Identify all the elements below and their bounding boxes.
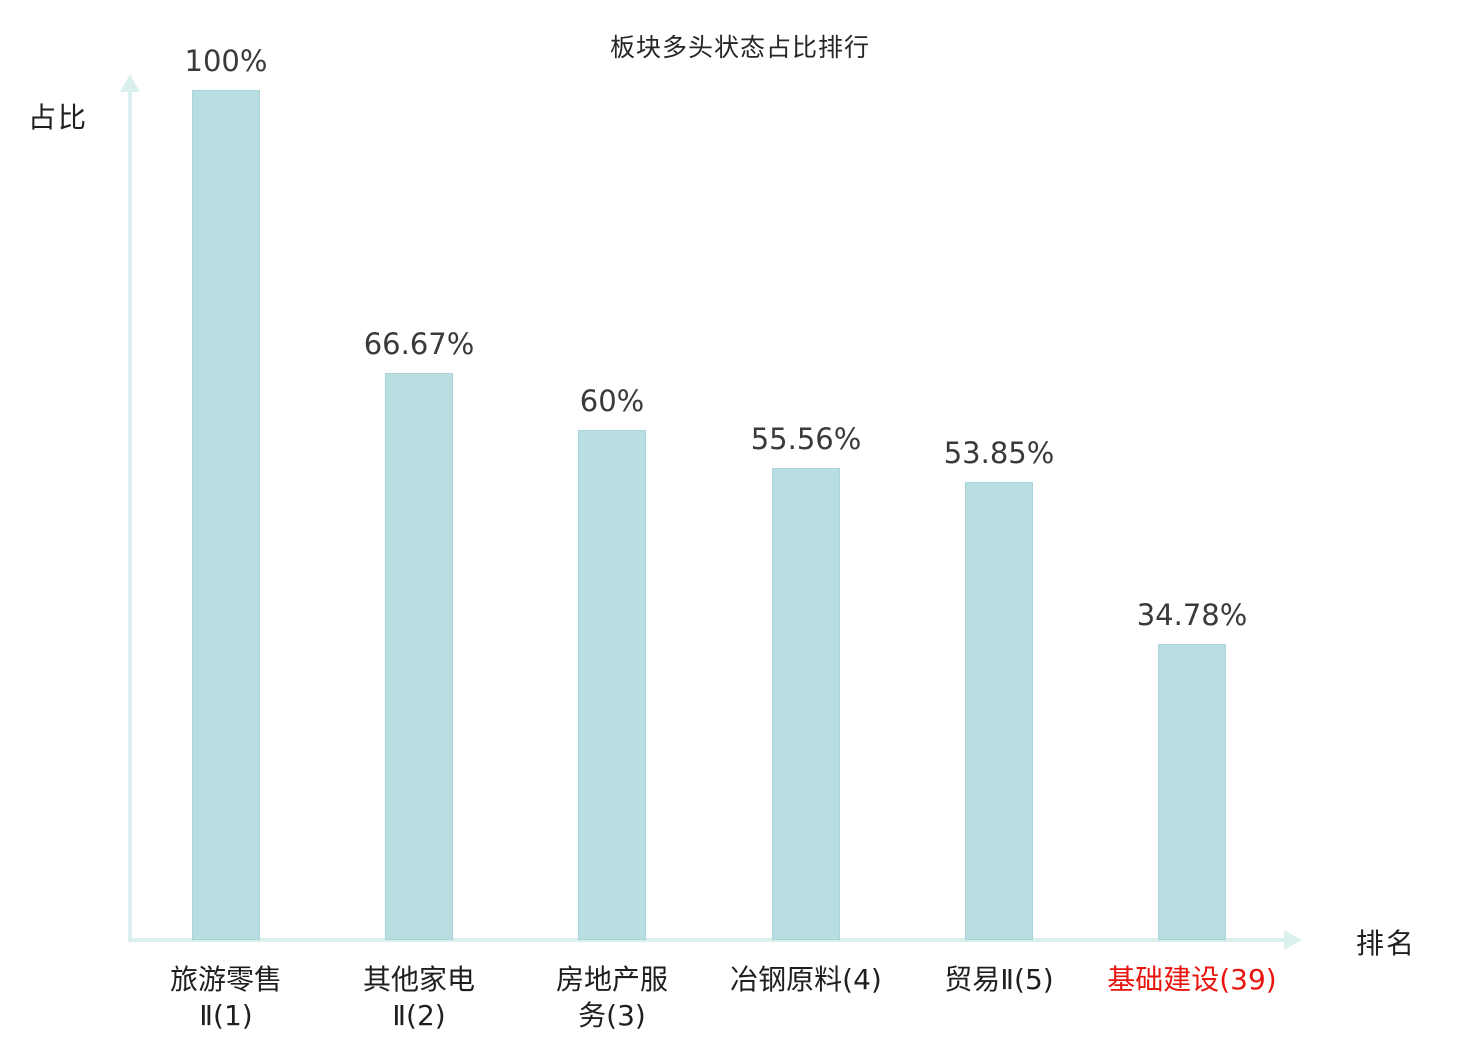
x-axis-arrow-icon bbox=[1284, 930, 1302, 950]
bar bbox=[965, 482, 1033, 940]
bar-value-label: 34.78% bbox=[1136, 598, 1248, 632]
category-label: 基础建设(39) bbox=[1107, 963, 1277, 996]
y-axis-arrow-icon bbox=[120, 74, 140, 92]
chart-title: 板块多头状态占比排行 bbox=[609, 33, 870, 62]
bar bbox=[1158, 644, 1226, 940]
category-label: 贸易Ⅱ(5) bbox=[944, 963, 1054, 996]
category-label: 房地产服 务(3) bbox=[555, 963, 668, 1032]
x-axis-label: 排名 bbox=[1356, 927, 1417, 960]
y-axis-line bbox=[128, 92, 132, 940]
bar bbox=[772, 468, 840, 940]
x-axis-line bbox=[128, 938, 1286, 942]
category-label: 冶钢原料(4) bbox=[730, 963, 882, 996]
bar-value-label: 100% bbox=[184, 44, 268, 78]
bar bbox=[578, 430, 646, 940]
bar bbox=[385, 373, 453, 940]
bar bbox=[192, 90, 260, 940]
bar-value-label: 66.67% bbox=[363, 327, 475, 361]
category-label: 其他家电 Ⅱ(2) bbox=[362, 963, 475, 1032]
bar-value-label: 53.85% bbox=[943, 436, 1055, 470]
bar-value-label: 55.56% bbox=[750, 422, 862, 456]
category-label: 旅游零售 Ⅱ(1) bbox=[169, 963, 282, 1032]
bar-value-label: 60% bbox=[579, 384, 645, 418]
y-axis-label: 占比 bbox=[28, 101, 89, 134]
